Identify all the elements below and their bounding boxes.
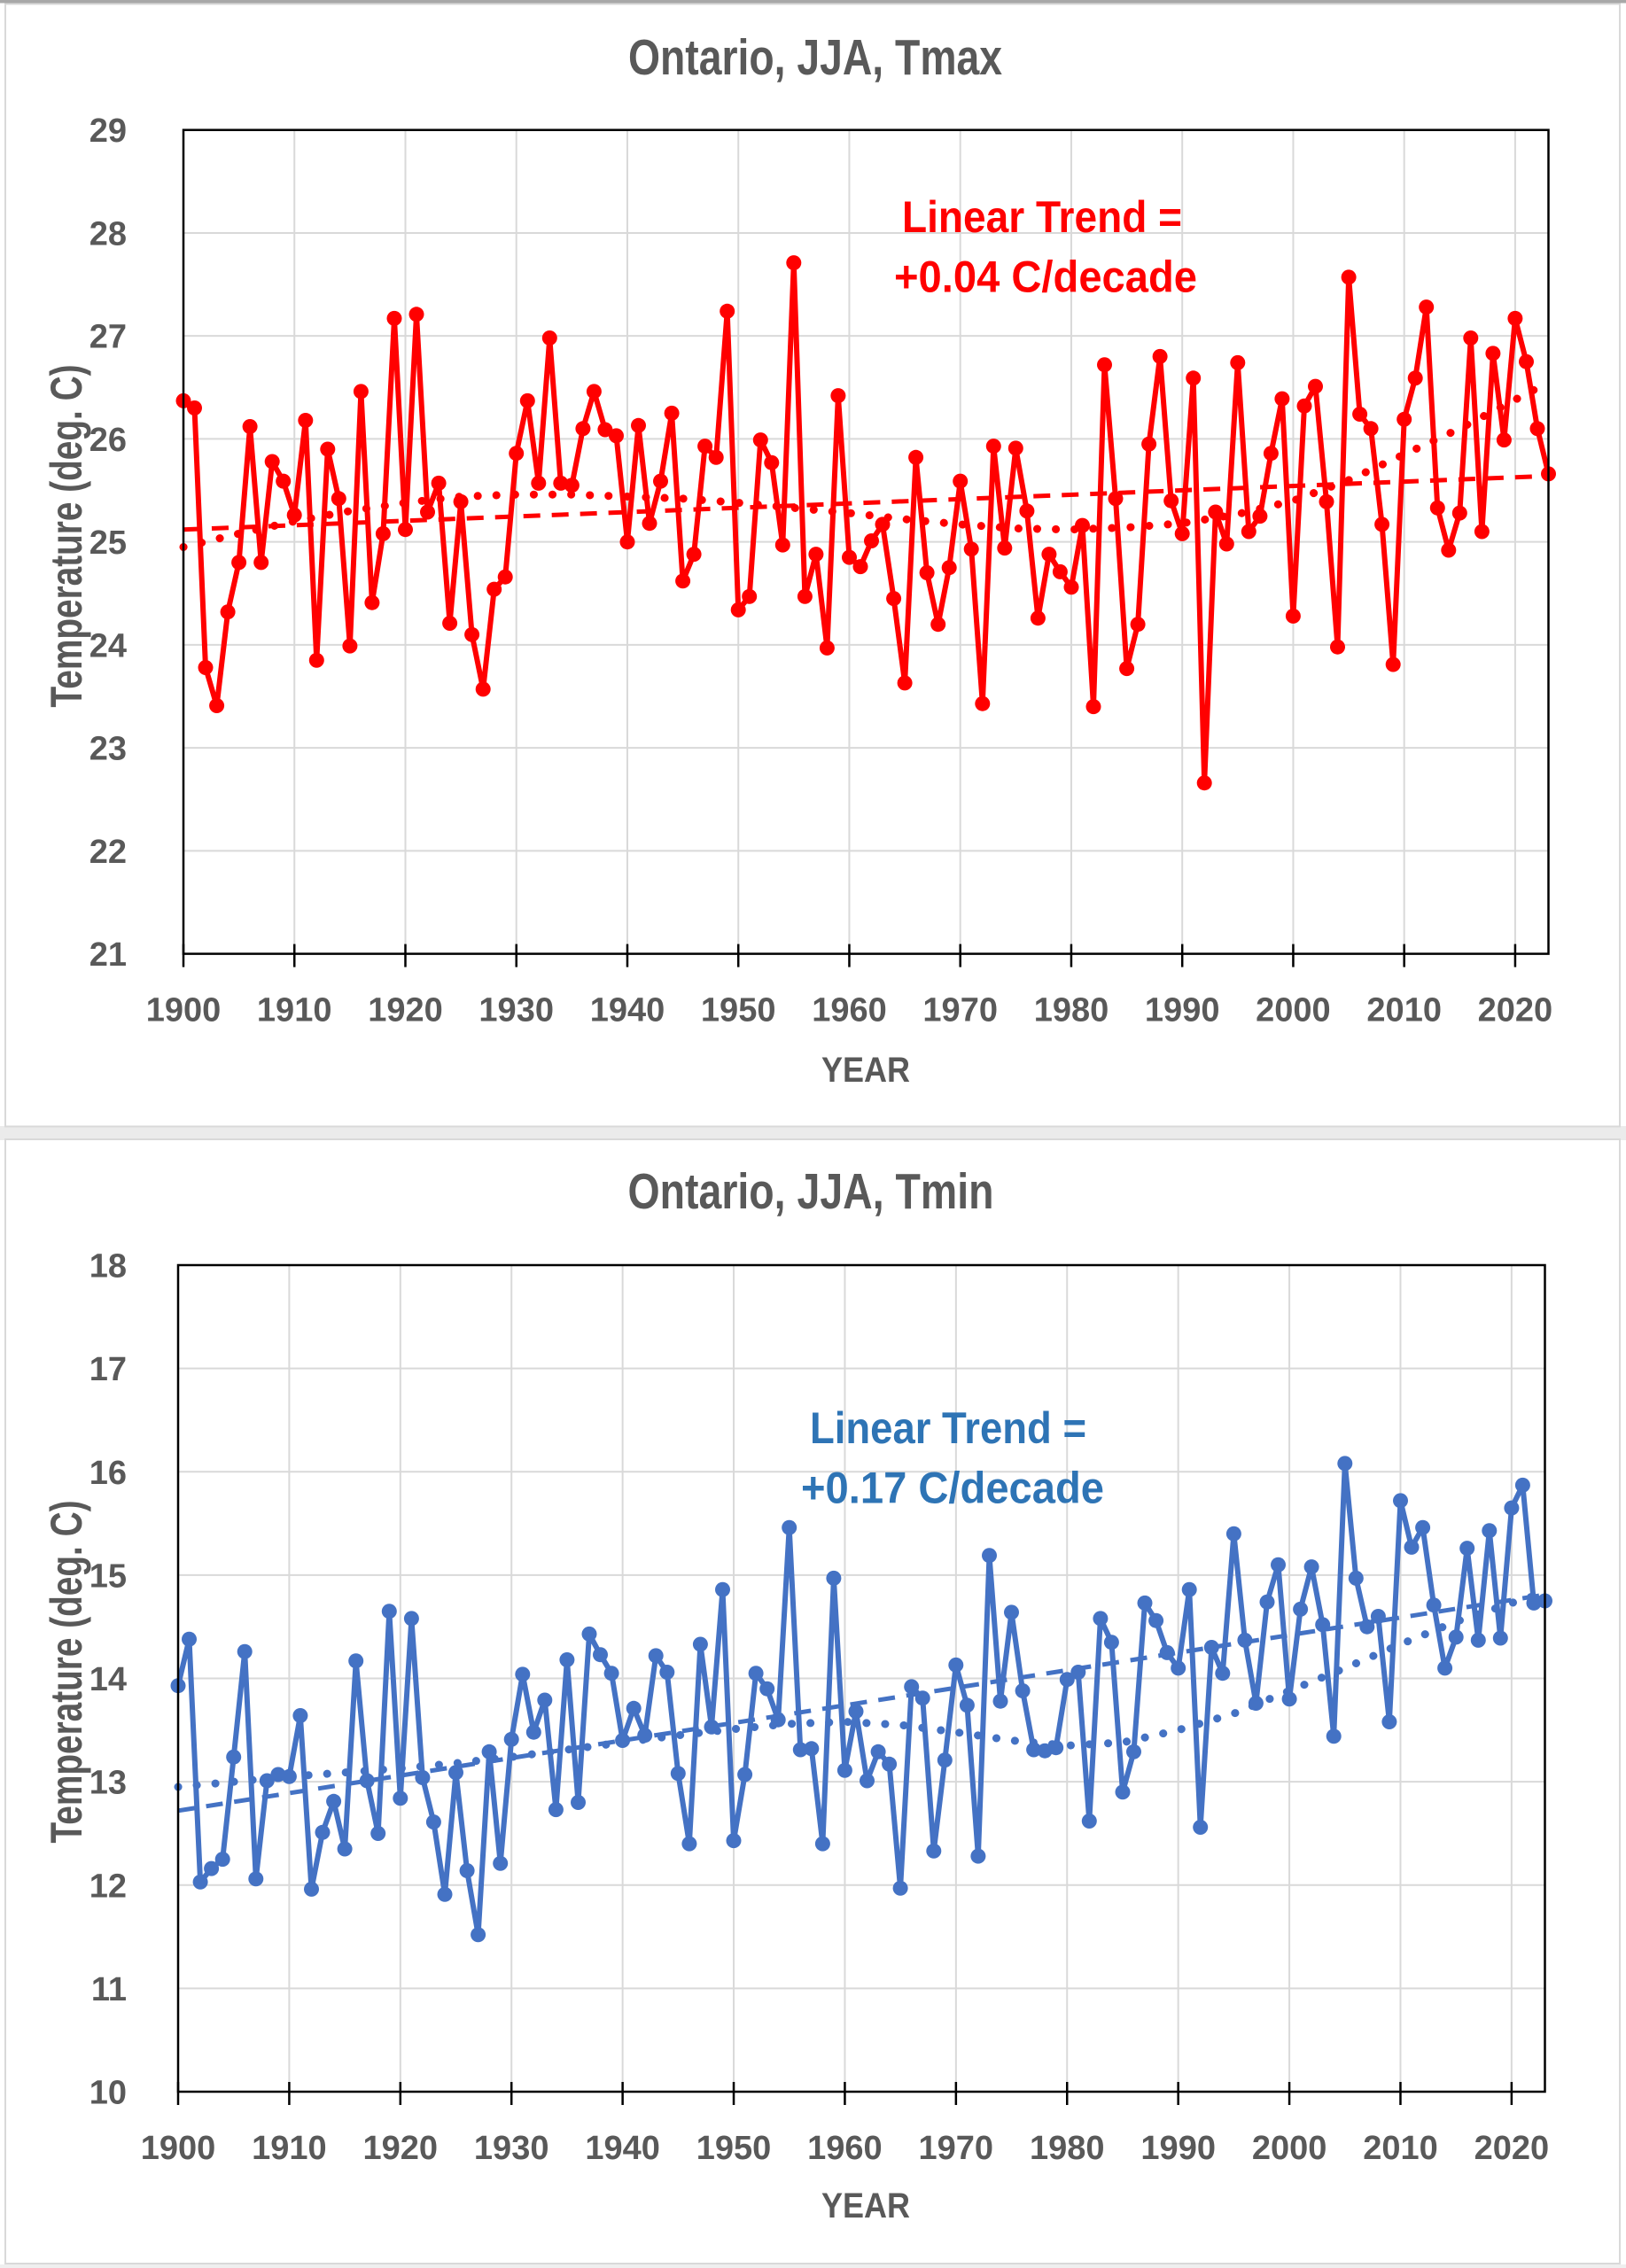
svg-text:1930: 1930 — [478, 992, 554, 1029]
svg-text:25: 25 — [89, 524, 127, 562]
svg-text:YEAR: YEAR — [821, 1051, 910, 1090]
svg-text:1970: 1970 — [919, 2130, 994, 2167]
svg-text:17: 17 — [89, 1351, 127, 1388]
svg-text:2000: 2000 — [1256, 992, 1331, 1029]
svg-text:1940: 1940 — [590, 992, 665, 1029]
svg-text:1920: 1920 — [368, 992, 443, 1029]
svg-text:1950: 1950 — [696, 2130, 772, 2167]
svg-text:+0.04 C/decade: +0.04 C/decade — [894, 252, 1197, 302]
svg-text:1930: 1930 — [474, 2130, 549, 2167]
svg-text:27: 27 — [89, 319, 127, 356]
svg-text:YEAR: YEAR — [821, 2186, 910, 2225]
svg-text:1990: 1990 — [1145, 992, 1220, 1029]
svg-text:+0.17 C/decade: +0.17 C/decade — [801, 1464, 1104, 1513]
svg-text:26: 26 — [89, 422, 127, 459]
svg-text:15: 15 — [89, 1557, 127, 1595]
svg-text:1970: 1970 — [922, 992, 998, 1029]
svg-text:12: 12 — [89, 1868, 127, 1905]
svg-text:1900: 1900 — [141, 2130, 216, 2167]
svg-text:2010: 2010 — [1366, 992, 1442, 1029]
svg-text:2000: 2000 — [1252, 2130, 1327, 2167]
svg-text:2020: 2020 — [1478, 992, 1553, 1029]
svg-text:22: 22 — [89, 834, 127, 871]
svg-text:16: 16 — [89, 1455, 127, 1492]
svg-text:Temperature (deg. C): Temperature (deg. C) — [42, 1501, 91, 1844]
svg-text:18: 18 — [89, 1248, 127, 1285]
svg-text:1960: 1960 — [807, 2130, 883, 2167]
svg-text:Ontario, JJA, Tmin: Ontario, JJA, Tmin — [628, 1163, 994, 1220]
svg-text:1990: 1990 — [1140, 2130, 1216, 2167]
svg-text:1940: 1940 — [585, 2130, 660, 2167]
svg-text:23: 23 — [89, 731, 127, 768]
svg-text:1950: 1950 — [701, 992, 776, 1029]
svg-text:1920: 1920 — [363, 2130, 439, 2167]
svg-text:11: 11 — [91, 1971, 127, 2008]
svg-text:29: 29 — [89, 113, 127, 150]
svg-text:21: 21 — [89, 936, 127, 974]
svg-text:14: 14 — [89, 1661, 127, 1698]
svg-text:24: 24 — [89, 627, 127, 664]
svg-text:2020: 2020 — [1474, 2130, 1550, 2167]
svg-text:1980: 1980 — [1030, 2130, 1105, 2167]
svg-text:13: 13 — [89, 1765, 127, 1802]
svg-text:Linear Trend =: Linear Trend = — [902, 192, 1182, 242]
svg-text:1910: 1910 — [252, 2130, 327, 2167]
svg-text:1960: 1960 — [812, 992, 887, 1029]
svg-text:10: 10 — [89, 2075, 127, 2112]
svg-text:2010: 2010 — [1363, 2130, 1438, 2167]
svg-text:28: 28 — [89, 215, 127, 252]
svg-text:Linear Trend =: Linear Trend = — [810, 1403, 1086, 1453]
svg-text:1900: 1900 — [146, 992, 222, 1029]
svg-text:1980: 1980 — [1034, 992, 1109, 1029]
svg-text:Ontario, JJA, Tmax: Ontario, JJA, Tmax — [628, 29, 1002, 86]
svg-text:Temperature (deg. C): Temperature (deg. C) — [42, 365, 91, 708]
svg-text:1910: 1910 — [257, 992, 332, 1029]
